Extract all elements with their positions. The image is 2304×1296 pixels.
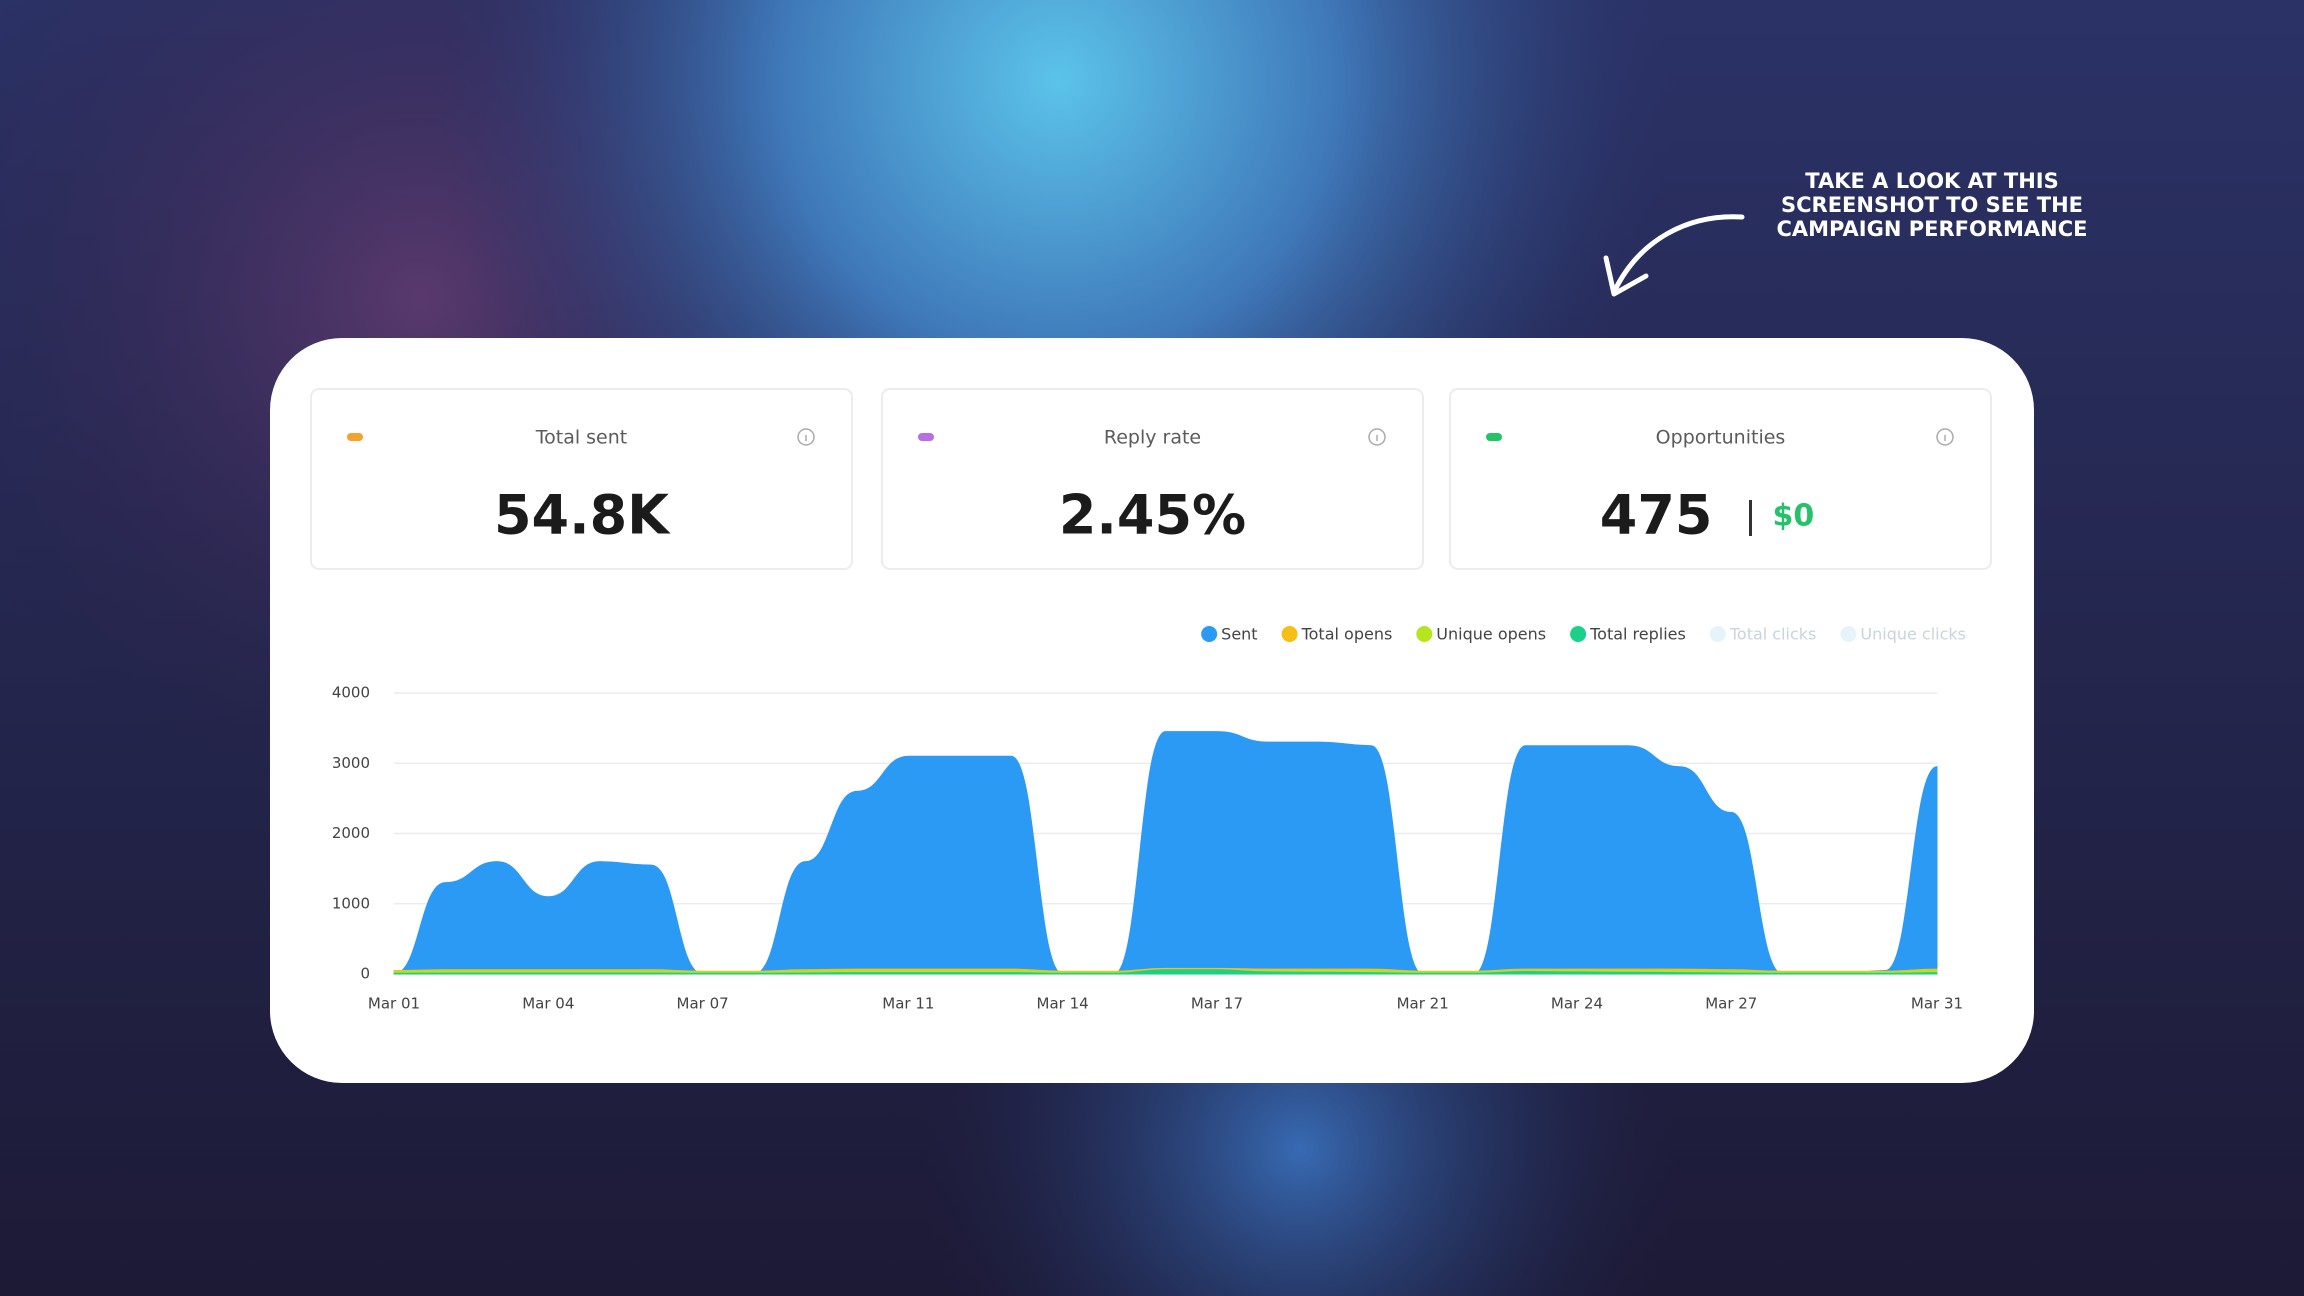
area	[393, 731, 1938, 975]
legend-swatch	[1570, 626, 1587, 642]
legend-label: Total clicks	[1729, 625, 1817, 644]
legend-swatch	[1709, 626, 1726, 642]
card-box	[310, 388, 853, 570]
info-icon	[1936, 428, 1954, 446]
x-tick-label: Mar 04	[522, 995, 574, 1013]
card-label: Total sent	[535, 427, 628, 449]
card-box	[1449, 388, 1992, 570]
annotation-line: TAKE A LOOK AT THIS	[1805, 169, 2058, 193]
card-extra: $0	[1773, 499, 1815, 534]
card-value: 54.8K	[494, 484, 671, 547]
y-tick-label: 0	[360, 965, 370, 983]
x-tick-label: Mar 24	[1551, 995, 1603, 1013]
info-icon	[797, 428, 815, 446]
y-tick-label: 2000	[332, 824, 370, 842]
y-tick-label: 4000	[332, 684, 370, 702]
chart: 0 1000 2000 3000 4000 Mar 01 Mar 04 Mar 07 Mar 1…	[332, 625, 1966, 1013]
legend-swatch	[1281, 626, 1298, 642]
legend-label: Unique opens	[1436, 625, 1546, 644]
legend-label: Unique clicks	[1860, 625, 1966, 644]
card-marker	[918, 433, 934, 441]
legend-swatch	[1201, 626, 1218, 642]
annotation-line: CAMPAIGN PERFORMANCE	[1777, 217, 2088, 241]
card-label: Opportunities	[1656, 427, 1786, 449]
x-tick-label: Mar 01	[368, 995, 420, 1013]
y-tick-label: 1000	[332, 894, 370, 912]
x-tick-label: Mar 07	[677, 995, 729, 1013]
legend-swatch	[1840, 626, 1857, 642]
card-label: Reply rate	[1104, 427, 1201, 449]
x-tick-label: Mar 17	[1191, 995, 1243, 1013]
card-box	[881, 388, 1424, 570]
stat-cards: Total sent 54.8K Reply rate 2.45% Opportunit…	[310, 388, 1992, 570]
stat-card: Reply rate 2.45%	[881, 388, 1424, 570]
x-tick-label: Mar 31	[1911, 995, 1963, 1013]
area	[393, 969, 1938, 975]
legend-swatch	[1416, 626, 1433, 642]
x-tick-label: Mar 27	[1705, 995, 1757, 1013]
card-marker	[347, 433, 363, 441]
legend-label: Sent	[1221, 625, 1257, 644]
annotation: TAKE A LOOK AT THIS SCREENSHOT TO SEE TH…	[1603, 169, 2088, 297]
card-value: 2.45%	[1059, 484, 1246, 547]
info-icon	[1368, 428, 1386, 446]
legend: Sent Total opens Unique opens Total replies…	[1201, 625, 1966, 644]
legend-label: Total replies	[1589, 625, 1686, 644]
y-tick-label: 3000	[332, 754, 370, 772]
arrow-head	[1603, 255, 1649, 297]
x-tick-label: Mar 21	[1397, 995, 1449, 1013]
stat-card: Opportunities 475 $0	[1449, 388, 1992, 570]
legend-label: Total opens	[1301, 625, 1393, 644]
arrow	[1611, 214, 1745, 295]
x-tick-label: Mar 11	[882, 995, 934, 1013]
annotation-line: SCREENSHOT TO SEE THE	[1781, 193, 2083, 217]
x-tick-label: Mar 14	[1037, 995, 1089, 1013]
stat-card: Total sent 54.8K	[310, 388, 853, 570]
card-marker	[1486, 433, 1502, 441]
card-value: 475	[1600, 484, 1713, 547]
